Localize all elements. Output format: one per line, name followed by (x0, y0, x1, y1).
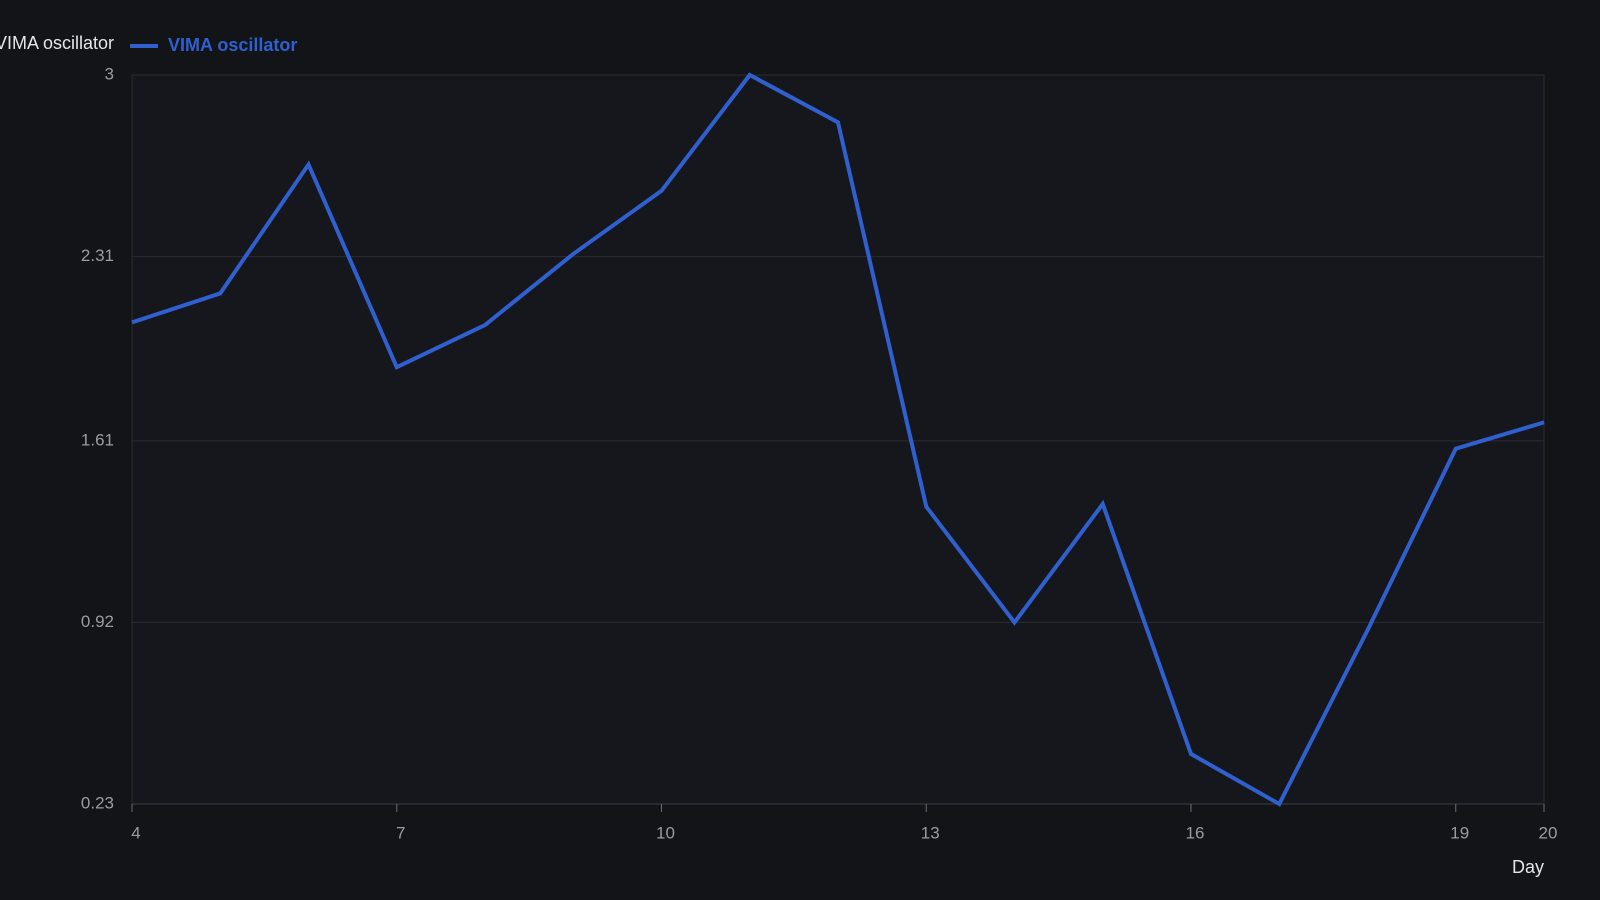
y-tick-label: 3 (105, 64, 114, 83)
x-tick-label: 20 (1539, 823, 1558, 842)
plot-area (131, 74, 1545, 805)
y-tick-label: 0.23 (81, 793, 114, 812)
x-axis-title: Day (1512, 857, 1544, 877)
x-tick-label: 7 (396, 823, 405, 842)
x-tick-label: 4 (131, 823, 140, 842)
y-tick-label: 2.31 (81, 246, 114, 265)
data-line (131, 72, 1545, 807)
y-tick-label: 1.61 (81, 430, 114, 449)
x-tick-label: 19 (1450, 823, 1469, 842)
x-tick-label: 13 (921, 823, 940, 842)
y-tick-label: 0.92 (81, 612, 114, 631)
legend-label: VIMA oscillator (168, 35, 297, 55)
y-axis-title: VIMA oscillator (0, 33, 114, 53)
x-tick-label: 10 (656, 823, 675, 842)
x-tick-label: 16 (1186, 823, 1205, 842)
